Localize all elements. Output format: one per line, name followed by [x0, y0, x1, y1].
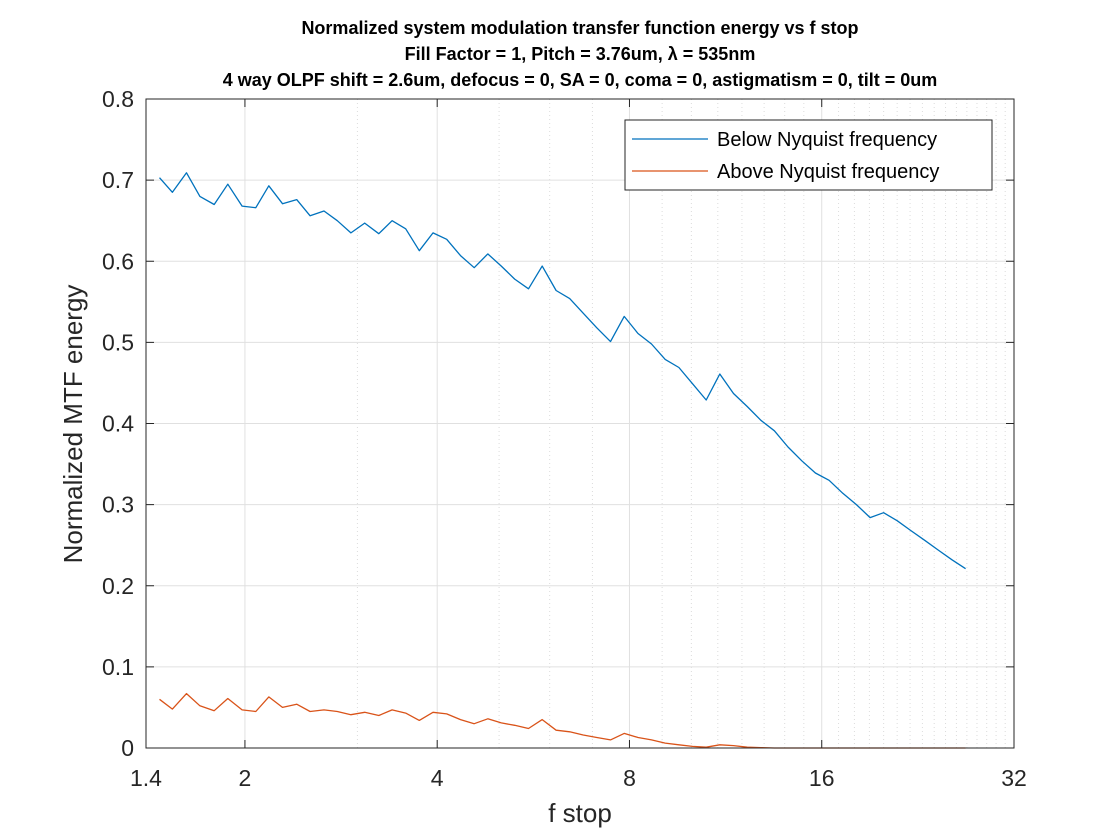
y-tick-label: 0.8 [102, 86, 134, 112]
series-line-below-nyquist [159, 172, 966, 570]
x-tick-label: 4 [431, 765, 444, 791]
x-tick-label: 8 [623, 765, 636, 791]
axis-ticks: 1.4 2 4 8 16 32 0 0.1 0.2 0.3 0.4 0.5 0.6 0.7 0.8 [102, 86, 1027, 791]
title-line-2: Fill Factor = 1, Pitch = 3.76um, λ = 535… [405, 44, 756, 64]
y-tick-label: 0.7 [102, 167, 134, 193]
legend-label-below-nyquist: Below Nyquist frequency [717, 129, 937, 151]
title-line-3: 4 way OLPF shift = 2.6um, defocus = 0, S… [223, 70, 938, 90]
x-tick-label: 2 [239, 765, 252, 791]
y-tick-label: 0.4 [102, 411, 134, 437]
y-tick-label: 0.2 [102, 573, 134, 599]
chart-title: Normalized system modulation transfer fu… [223, 18, 938, 90]
y-tick-label: 0.6 [102, 248, 134, 274]
y-tick-label: 0.1 [102, 654, 134, 680]
y-tick-label: 0.3 [102, 492, 134, 518]
x-tick-label: 16 [809, 765, 835, 791]
y-tick-label: 0.5 [102, 329, 134, 355]
legend-box [624, 119, 993, 191]
legend: Below Nyquist frequency Above Nyquist fr… [624, 119, 993, 191]
x-axis-label: f stop [548, 798, 612, 828]
title-line-1: Normalized system modulation transfer fu… [301, 18, 858, 38]
x-tick-label: 1.4 [130, 765, 162, 791]
y-tick-label: 0 [121, 735, 134, 761]
x-tick-label: 32 [1001, 765, 1027, 791]
grid-lines [146, 99, 1014, 748]
legend-label-above-nyquist: Above Nyquist frequency [717, 161, 939, 183]
y-axis-label: Normalized MTF energy [58, 285, 88, 564]
